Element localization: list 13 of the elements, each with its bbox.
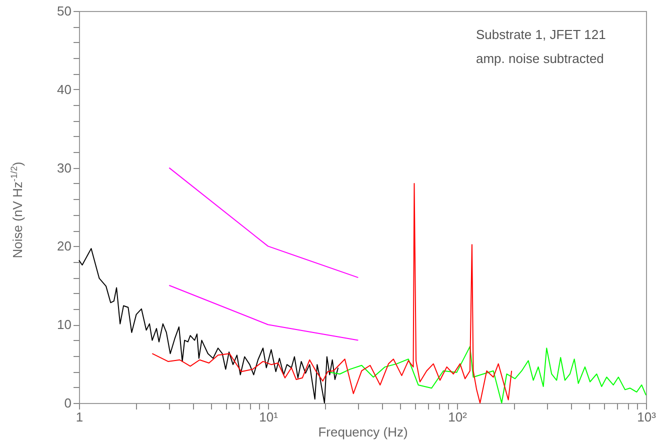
y-tick-label: 40 — [57, 82, 72, 97]
x-tick-label: 10¹ — [259, 410, 279, 424]
y-tick-label: 20 — [57, 238, 72, 254]
y-tick-label: 50 — [57, 4, 72, 18]
x-tick-label: 10³ — [637, 410, 657, 424]
x-tick-label: 10² — [448, 410, 468, 424]
annotation: Substrate 1, JFET 121 — [476, 27, 606, 42]
annotation: amp. noise subtracted — [476, 51, 604, 66]
y-tick-label: 30 — [57, 160, 72, 176]
x-tick-label: 1 — [76, 410, 84, 424]
y-tick-label: 10 — [57, 317, 72, 332]
y-tick-label: 0 — [64, 396, 72, 410]
x-axis-title: Frequency (Hz) — [318, 424, 408, 440]
